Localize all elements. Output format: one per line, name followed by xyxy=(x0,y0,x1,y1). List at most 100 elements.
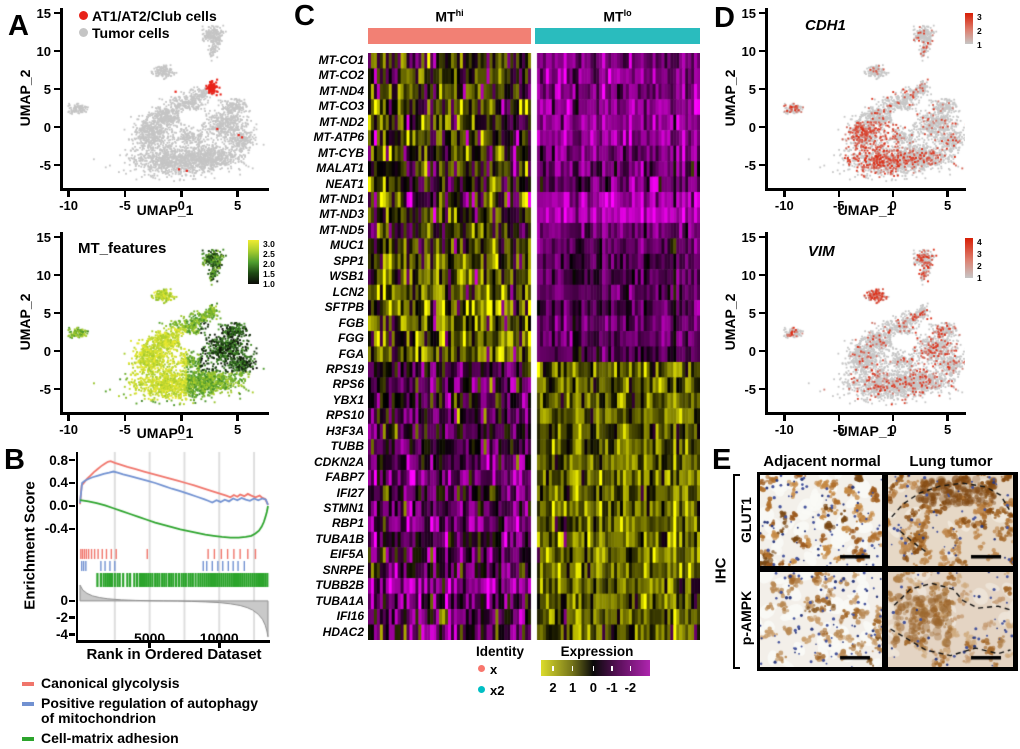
y-tick-mark xyxy=(759,387,765,391)
y-tick-mark xyxy=(759,125,765,129)
gene-label: IFI27 xyxy=(336,485,364,500)
es-tick-mark xyxy=(69,527,75,531)
mt-features-title: MT_features xyxy=(78,240,167,257)
gene-label: FGG xyxy=(338,331,364,346)
group-label-sup: hi xyxy=(455,8,464,18)
es-tick-mark xyxy=(69,458,75,462)
legend-dot-tumor-cells xyxy=(79,28,88,37)
y-tick-mark xyxy=(759,235,765,239)
heatmap-canvas xyxy=(368,53,700,640)
cdh1-colorbar xyxy=(965,13,973,44)
gsea-legend-item-autophagy: Positive regulation of autophagy of mito… xyxy=(22,696,272,726)
gene-label: MT-ND2 xyxy=(319,114,364,129)
gene-label: MUC1 xyxy=(329,238,364,253)
umap1-axis-label-d1: UMAP_1 xyxy=(837,202,895,218)
y-tick-label: -5 xyxy=(744,382,756,398)
gene-label: TUBA1B xyxy=(315,531,364,546)
expression-tick-label: -1 xyxy=(606,680,618,695)
x-tick-mark xyxy=(837,414,841,421)
expression-colorbar-tick xyxy=(592,666,595,671)
y-tick-mark xyxy=(759,11,765,15)
x-tick-label: -10 xyxy=(774,422,794,437)
x-tick-label: 5 xyxy=(233,422,242,437)
ihc-col-header-normal: Adjacent normal xyxy=(763,453,881,470)
metric-tick-label: -2 xyxy=(55,610,68,626)
y-tick-label: 5 xyxy=(748,82,756,98)
x-tick-mark xyxy=(946,414,949,421)
ihc-bracket-line xyxy=(733,474,735,669)
y-tick-mark xyxy=(54,11,60,15)
y-tick-mark xyxy=(54,235,60,239)
x-tick-label: -5 xyxy=(832,198,845,213)
panel-a-letter: A xyxy=(8,10,29,42)
mt-features-colorbar xyxy=(248,240,259,284)
x-tick-label: 5 xyxy=(943,422,952,437)
gene-label: NEAT1 xyxy=(325,176,364,191)
metric-tick-label: 0 xyxy=(60,593,68,609)
rank-tick-label: 5000 xyxy=(134,630,166,646)
x-tick-mark xyxy=(180,414,183,421)
es-tick-label: 0.4 xyxy=(49,475,68,491)
metric-tick-label: -4 xyxy=(55,626,68,642)
gene-label: YBX1 xyxy=(332,392,364,407)
identity-label-x2: x2 xyxy=(490,683,505,698)
y-tick-mark xyxy=(54,125,60,129)
rank-tick-mark xyxy=(218,643,221,648)
heatmap-gene-labels: MT-CO1 MT-CO2 MT-ND4 MT-CO3 MT-ND2 MT-ATP6 MT-… xyxy=(280,53,364,641)
x-axis-line-d1 xyxy=(765,188,966,191)
panel-c-letter: C xyxy=(294,0,315,32)
gene-label: MT-CO3 xyxy=(318,99,364,114)
es-tick-label: 0.8 xyxy=(49,452,68,468)
y-tick-label: 0 xyxy=(748,120,756,136)
cdh1-title: CDH1 xyxy=(805,17,846,34)
es-tick-label: 0.0 xyxy=(49,498,68,514)
metric-tick-mark xyxy=(69,616,75,619)
rank-axis-label: Rank in Ordered Dataset xyxy=(86,646,262,663)
ihc-row-label-pampk: p-AMPK xyxy=(738,590,754,646)
y-tick-label: 15 xyxy=(741,6,756,22)
y-axis-line-d2 xyxy=(765,232,768,415)
vim-colorbar-tick-label: 2 xyxy=(977,261,982,271)
gene-label: MALAT1 xyxy=(316,161,364,176)
identity-dot-x2 xyxy=(478,686,485,693)
umap-vim-canvas xyxy=(768,234,965,412)
gsea-x-axis-line xyxy=(75,640,270,643)
gsea-legend-label: Positive regulation of autophagy of mito… xyxy=(41,695,259,726)
gsea-legend-label: Cell-matrix adhesion xyxy=(41,730,179,746)
y-tick-label: 15 xyxy=(36,6,51,22)
gene-label: STMN1 xyxy=(323,500,364,515)
vim-colorbar-tick-label: 3 xyxy=(977,249,982,259)
gene-label: IFI16 xyxy=(336,609,364,624)
y-tick-mark xyxy=(759,311,765,315)
x-tick-label: 5 xyxy=(943,198,952,213)
group-label-sup: lo xyxy=(623,8,632,18)
x-tick-label: 0 xyxy=(889,198,897,213)
y-tick-mark xyxy=(54,163,60,167)
gene-label: RBP1 xyxy=(331,516,364,531)
red-dash-icon xyxy=(22,682,34,686)
gsea-legend-label: Canonical glycolysis xyxy=(41,675,180,691)
x-tick-mark xyxy=(123,190,127,197)
gene-label: SNRPE xyxy=(322,562,364,577)
ihc-glut1-tumor-image xyxy=(888,475,1013,566)
y-axis-line-a1 xyxy=(60,8,63,191)
umap1-axis-label-a2: UMAP_1 xyxy=(136,425,194,441)
legend-label-at-cells: AT1/AT2/Club cells xyxy=(92,8,217,24)
umap-celltype-canvas xyxy=(63,10,268,188)
y-tick-mark xyxy=(54,387,60,391)
y-tick-mark xyxy=(759,87,765,91)
gene-label: EIF5A xyxy=(329,547,364,562)
y-tick-mark xyxy=(759,273,765,277)
x-tick-label: 0 xyxy=(177,198,185,213)
y-tick-label: 10 xyxy=(36,44,51,60)
x-tick-label: -5 xyxy=(832,422,845,437)
ihc-bracket-top-serif xyxy=(733,474,740,476)
y-tick-mark xyxy=(54,349,60,353)
y-axis-line-d1 xyxy=(765,8,768,191)
blue-dash-icon xyxy=(22,702,34,706)
gene-label: HDAC2 xyxy=(322,624,364,639)
x-axis-line-a2 xyxy=(60,412,269,415)
y-tick-mark xyxy=(759,49,765,53)
x-tick-mark xyxy=(67,414,70,421)
